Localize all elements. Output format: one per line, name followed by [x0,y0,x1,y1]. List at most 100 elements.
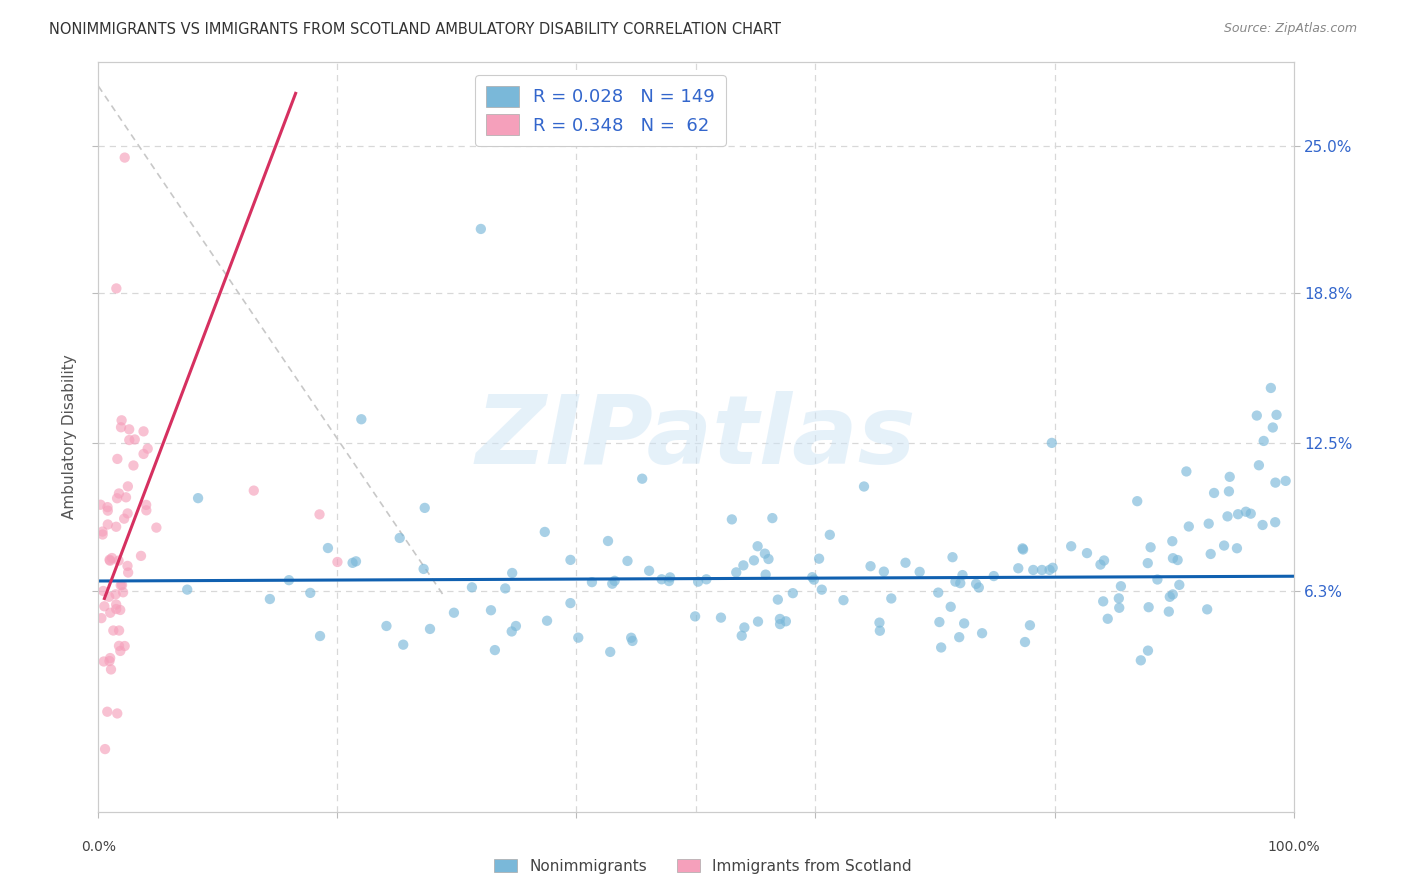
Point [651,572,673,586]
Point [342,556,364,570]
Point [1012,542,1035,557]
Point [801,570,824,584]
Point [1226,541,1249,556]
Point [721,512,744,526]
Point [344,554,367,568]
Point [1014,635,1036,649]
Point [1011,541,1033,556]
Point [93,655,115,669]
Point [1234,505,1257,519]
Point [176,582,198,597]
Point [859,559,882,574]
Point [309,629,332,643]
Point [945,574,967,589]
Point [115,491,138,505]
Point [97,503,120,517]
Point [443,606,465,620]
Point [965,577,987,591]
Point [1109,579,1132,593]
Point [1227,507,1250,521]
Point [91,527,114,541]
Point [1216,509,1239,524]
Point [742,553,765,567]
Point [1219,470,1241,484]
Point [1040,436,1063,450]
Point [810,582,832,597]
Point [1168,578,1191,592]
Point [1137,600,1160,615]
Point [105,451,128,466]
Point [1159,590,1181,604]
Point [494,582,516,596]
Point [350,412,373,426]
Point [600,576,623,591]
Point [949,576,972,591]
Point [105,491,128,506]
Point [869,624,891,638]
Point [1167,553,1189,567]
Point [1246,409,1268,423]
Point [135,503,157,517]
Point [501,566,523,580]
Point [869,615,891,630]
Point [1007,561,1029,575]
Point [803,573,825,587]
Point [808,551,831,566]
Point [567,631,589,645]
Point [766,592,789,607]
Point [132,425,155,439]
Point [132,447,155,461]
Point [114,639,136,653]
Point [731,629,754,643]
Point [94,742,117,756]
Legend: Nonimmigrants, Immigrants from Scotland: Nonimmigrants, Immigrants from Scotland [488,853,918,880]
Point [710,610,733,624]
Point [413,500,436,515]
Point [967,581,990,595]
Point [1157,605,1180,619]
Point [100,662,122,676]
Legend: R = 0.028   N = 149, R = 0.348   N =  62: R = 0.028 N = 149, R = 0.348 N = 62 [475,75,725,145]
Point [110,644,132,658]
Text: 0.0%: 0.0% [82,840,115,855]
Point [117,566,139,580]
Point [1247,458,1270,473]
Point [117,558,139,573]
Point [105,281,128,295]
Point [1139,541,1161,555]
Point [1136,556,1159,570]
Point [853,479,876,493]
Point [1253,434,1275,448]
Point [91,524,114,539]
Point [953,616,976,631]
Y-axis label: Ambulatory Disability: Ambulatory Disability [62,355,77,519]
Point [98,590,121,604]
Point [536,614,558,628]
Point [278,573,301,587]
Point [1199,547,1222,561]
Point [659,570,682,584]
Point [1161,534,1184,549]
Point [1146,573,1168,587]
Point [1213,539,1236,553]
Point [929,640,952,655]
Point [124,433,146,447]
Point [755,567,778,582]
Point [505,619,527,633]
Point [1092,594,1115,608]
Point [1265,408,1288,422]
Point [98,606,121,620]
Point [761,511,783,525]
Point [1198,516,1220,531]
Point [733,558,755,573]
Point [688,574,710,589]
Point [101,551,124,566]
Point [110,578,132,592]
Point [117,479,139,493]
Point [769,617,792,632]
Text: Source: ZipAtlas.com: Source: ZipAtlas.com [1223,22,1357,36]
Point [91,584,114,599]
Point [1108,591,1130,606]
Point [187,491,209,505]
Point [533,524,555,539]
